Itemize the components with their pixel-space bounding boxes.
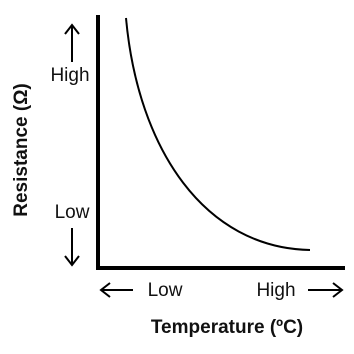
up-arrow xyxy=(64,23,80,62)
axes xyxy=(96,15,345,270)
curve xyxy=(125,17,311,251)
x-low-label: Low xyxy=(148,280,183,301)
y-high-label: High xyxy=(50,65,89,86)
x-high-label: High xyxy=(256,280,295,301)
right-arrow xyxy=(308,282,344,298)
x-axis-title: Temperature (ºC) xyxy=(151,317,303,338)
y-low-label: Low xyxy=(55,202,90,223)
y-axis-title: Resistance (Ω) xyxy=(11,83,32,217)
left-arrow xyxy=(99,282,133,298)
down-arrow xyxy=(64,228,80,267)
